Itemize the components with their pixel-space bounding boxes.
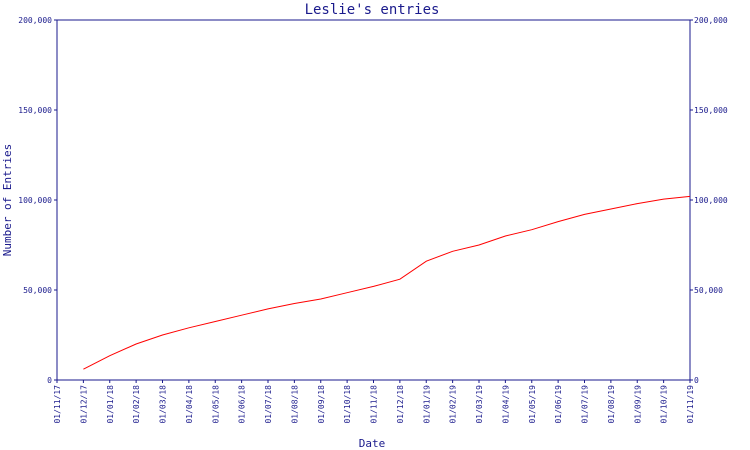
x-tick-label: 01/01/19 bbox=[422, 385, 431, 424]
x-tick-label: 01/09/19 bbox=[633, 385, 642, 424]
x-tick-label: 01/07/19 bbox=[581, 385, 590, 424]
x-tick-label: 01/06/18 bbox=[238, 385, 247, 424]
y-tick-label-right: 200,000 bbox=[694, 16, 728, 25]
x-axis: 01/11/17 01/12/17 01/01/18 01/02/18 01/03/18… bbox=[53, 380, 695, 424]
x-tick-label: 01/12/18 bbox=[396, 385, 405, 424]
y-tick-label: 100,000 bbox=[18, 196, 52, 205]
y-tick-label-right: 100,000 bbox=[694, 196, 728, 205]
y-tick-label: 150,000 bbox=[18, 106, 52, 115]
x-tick-label: 01/07/18 bbox=[264, 385, 273, 424]
chart-title: Leslie's entries bbox=[305, 2, 440, 18]
y-axis-label: Number of Entries bbox=[1, 144, 14, 257]
y-tick-label: 200,000 bbox=[18, 16, 52, 25]
y-tick-label-right: 0 bbox=[694, 376, 699, 385]
series-line bbox=[83, 195, 691, 370]
x-tick-label: 01/05/19 bbox=[528, 385, 537, 424]
x-tick-label: 01/11/19 bbox=[686, 385, 695, 424]
x-tick-label: 01/02/18 bbox=[132, 385, 141, 424]
x-tick-label: 01/11/18 bbox=[370, 385, 379, 424]
y-tick-label: 0 bbox=[47, 376, 52, 385]
x-tick-label: 01/10/18 bbox=[343, 385, 352, 424]
x-tick-label: 01/12/17 bbox=[79, 385, 88, 424]
x-tick-label: 01/10/19 bbox=[660, 385, 669, 424]
x-tick-label: 01/08/18 bbox=[290, 385, 299, 424]
y-tick-label-right: 50,000 bbox=[694, 286, 723, 295]
x-tick-label: 01/09/18 bbox=[317, 385, 326, 424]
x-tick-label: 01/08/19 bbox=[607, 385, 616, 424]
y-tick-label: 50,000 bbox=[23, 286, 52, 295]
x-tick-label: 01/04/19 bbox=[501, 385, 510, 424]
x-tick-label: 01/03/18 bbox=[159, 385, 168, 424]
x-tick-label: 01/04/18 bbox=[185, 385, 194, 424]
y-axis-left: 0 50,000 100,000 150,000 200,000 bbox=[18, 16, 57, 385]
x-tick-label: 01/02/19 bbox=[449, 385, 458, 424]
x-tick-label: 01/05/18 bbox=[211, 385, 220, 424]
y-axis-right: 0 50,000 100,000 150,000 200,000 bbox=[690, 16, 728, 385]
x-tick-label: 01/03/19 bbox=[475, 385, 484, 424]
x-tick-label: 01/06/19 bbox=[554, 385, 563, 424]
plot-frame bbox=[56, 19, 691, 381]
x-axis-label: Date bbox=[359, 437, 386, 450]
x-tick-label: 01/11/17 bbox=[53, 385, 62, 424]
x-tick-label: 01/01/18 bbox=[106, 385, 115, 424]
y-tick-label-right: 150,000 bbox=[694, 106, 728, 115]
